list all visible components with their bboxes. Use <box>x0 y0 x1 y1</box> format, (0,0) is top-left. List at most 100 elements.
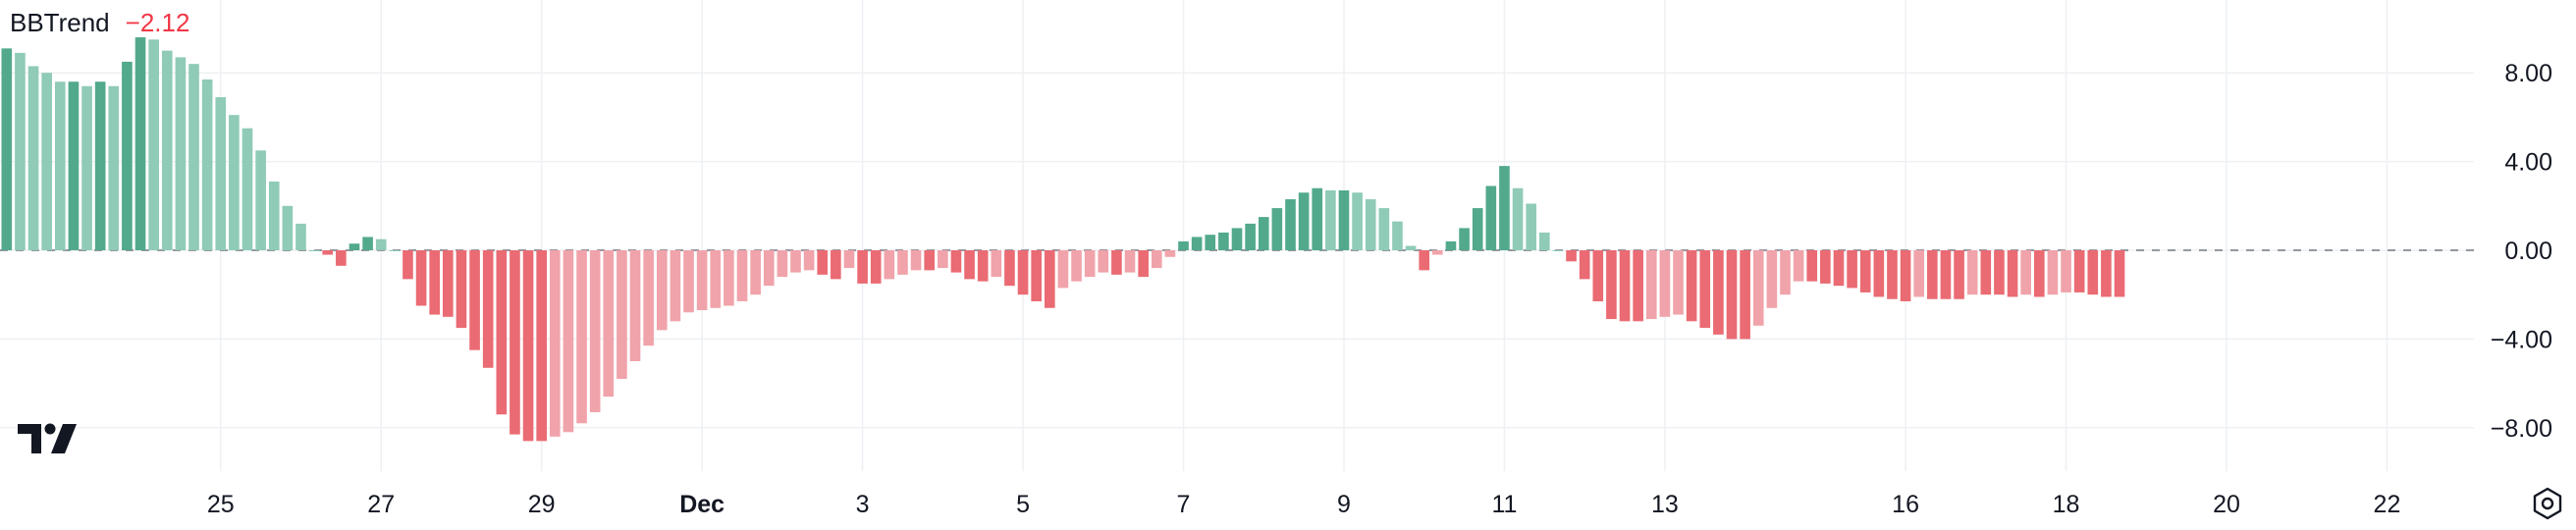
histogram-bar <box>1927 250 1938 299</box>
histogram-bar <box>242 128 253 250</box>
histogram-bar <box>282 205 294 250</box>
histogram-bar <box>1245 223 1256 250</box>
indicator-legend[interactable]: BBTrend −2.12 <box>10 8 189 38</box>
histogram-bar <box>831 250 841 280</box>
x-tick-label: 9 <box>1337 491 1351 518</box>
histogram-bar <box>817 250 829 275</box>
histogram-bar <box>884 250 895 280</box>
histogram-bar <box>763 250 775 287</box>
histogram-bar <box>1285 199 1296 250</box>
histogram-bar <box>1298 192 1310 250</box>
histogram-bar <box>108 85 120 250</box>
histogram-bar <box>1044 250 1055 308</box>
histogram-bar <box>1071 250 1082 282</box>
histogram-bar <box>1619 250 1631 322</box>
histogram-bar <box>1432 250 1443 255</box>
histogram-bar <box>496 250 508 415</box>
histogram-bar <box>2020 250 2031 295</box>
indicator-name[interactable]: BBTrend <box>10 8 110 37</box>
histogram-bar <box>27 66 39 250</box>
histogram-bar <box>603 250 615 398</box>
histogram-bar <box>1873 250 1885 297</box>
histogram-bar <box>670 250 681 322</box>
histogram-bar <box>1793 250 1804 282</box>
histogram-bar <box>589 250 601 412</box>
histogram-bar <box>1833 250 1845 287</box>
histogram-bar <box>950 250 962 273</box>
tradingview-logo-icon[interactable] <box>16 420 79 455</box>
histogram-bar <box>188 64 199 250</box>
histogram-bar <box>375 238 387 250</box>
histogram-bar <box>1859 250 1871 292</box>
histogram-bar <box>2033 250 2045 297</box>
x-tick-label: 3 <box>856 491 870 518</box>
x-tick-label: 13 <box>1651 491 1679 518</box>
histogram-bar <box>1633 250 1643 322</box>
histogram-bar <box>41 73 52 250</box>
histogram-bar <box>94 81 106 251</box>
histogram-bar <box>750 250 761 295</box>
histogram-bar <box>1887 250 1898 299</box>
histogram-bar <box>1592 250 1604 301</box>
settings-hexagon-icon[interactable] <box>2531 487 2564 520</box>
histogram-bar <box>2087 250 2099 295</box>
histogram-bar <box>1713 250 1724 335</box>
histogram-bar <box>122 61 133 251</box>
histogram-bar <box>1231 228 1243 250</box>
histogram-bar <box>1084 250 1096 278</box>
histogram-bar <box>362 237 373 250</box>
x-tick-label: 18 <box>2053 491 2080 518</box>
histogram-bar <box>536 250 547 442</box>
histogram-bar <box>736 250 748 301</box>
x-tick-label: 22 <box>2374 491 2401 518</box>
histogram-bar <box>964 250 975 280</box>
x-tick-label: 5 <box>1016 491 1030 518</box>
x-tick-label: 20 <box>2213 491 2240 518</box>
histogram-bar <box>1538 232 1550 250</box>
histogram-bar <box>857 250 868 284</box>
histogram-bar <box>1645 250 1657 320</box>
histogram-bar <box>1994 250 2005 295</box>
y-axis: 8.00 4.00 0.00 −4.00 −8.00 <box>2491 60 2552 443</box>
histogram-bar <box>1392 221 1403 250</box>
x-tick-label: 29 <box>528 491 556 518</box>
histogram-bar <box>617 250 627 380</box>
histogram-bar <box>683 250 694 313</box>
histogram-bar <box>1766 250 1778 308</box>
histogram-bar <box>1124 250 1136 273</box>
histogram-bar <box>696 250 708 311</box>
histogram-bar <box>1352 192 1363 250</box>
histogram-bar <box>1338 189 1350 250</box>
histogram-bar <box>1566 250 1577 262</box>
histogram-bar <box>15 52 26 250</box>
histogram-bar <box>924 250 936 271</box>
histogram-bar <box>1659 250 1671 317</box>
histogram-bar <box>469 250 480 350</box>
x-tick-label: 16 <box>1892 491 1919 518</box>
y-tick-label: −4.00 <box>2491 326 2552 353</box>
x-tick-label: 27 <box>367 491 395 518</box>
histogram-bar <box>349 243 360 250</box>
histogram-bar <box>1966 250 1978 295</box>
histogram-bar <box>402 250 413 280</box>
histogram-bar <box>643 250 654 346</box>
histogram-bar <box>1111 250 1122 275</box>
histogram-bar <box>1847 250 1857 289</box>
histogram-bar <box>1913 250 1925 297</box>
histogram-bar <box>68 81 80 251</box>
histogram-bar <box>710 250 722 308</box>
histogram-bar <box>1258 217 1269 250</box>
histogram-bar <box>1954 250 1964 299</box>
histogram-bar <box>1151 250 1162 269</box>
histogram-bar <box>777 250 788 278</box>
histogram-bar <box>54 81 66 251</box>
histogram-bar <box>724 250 734 306</box>
histogram-bar <box>1512 187 1524 250</box>
histogram-bar <box>1780 250 1791 295</box>
histogram-bar <box>1686 250 1697 322</box>
histogram-bar <box>215 97 227 250</box>
histogram-bar <box>1726 250 1738 340</box>
histogram-bar <box>991 250 1002 278</box>
histogram-bar <box>2007 250 2018 297</box>
